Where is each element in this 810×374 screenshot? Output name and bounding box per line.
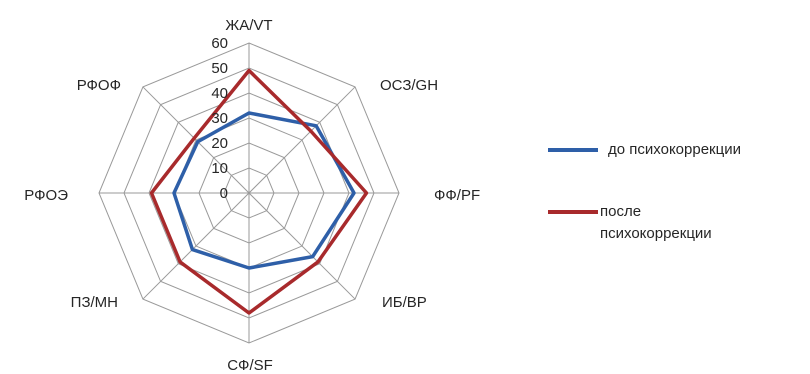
grid-spoke-4 <box>248 192 356 300</box>
grid-spoke-8 <box>142 86 250 194</box>
tick-label-60: 60 <box>211 35 228 52</box>
axis-label-6: ПЗ/MH <box>71 294 118 311</box>
tick-label-40: 40 <box>211 85 228 102</box>
legend-label-after-line1: после <box>600 203 642 220</box>
legend-label-after-line2: психокоррекции <box>600 225 712 242</box>
axis-label-8: РФОФ <box>77 77 121 94</box>
tick-label-30: 30 <box>211 110 228 127</box>
tick-label-50: 50 <box>211 60 228 77</box>
legend-label-before: до психокоррекции <box>608 141 741 158</box>
axis-label-7: РФОЭ <box>24 187 68 204</box>
grid-spoke-6 <box>142 192 250 300</box>
legend-swatch-after <box>548 210 598 214</box>
radar-axis-labels: ЖА/VT ОСЗ/GH ФФ/PF ИБ/BP СФ/SF ПЗ/MH РФОЭ РФОФ <box>24 17 480 374</box>
tick-label-10: 10 <box>211 160 228 177</box>
legend-swatch-before <box>548 148 598 152</box>
tick-label-20: 20 <box>211 135 228 152</box>
axis-label-1: ЖА/VT <box>225 17 272 34</box>
radar-tick-labels: 0 10 20 30 40 50 60 <box>211 35 228 202</box>
axis-label-2: ОСЗ/GH <box>380 77 438 94</box>
series-line-2 <box>149 68 369 315</box>
axis-label-4: ИБ/BP <box>382 294 427 311</box>
radar-series <box>149 68 369 315</box>
grid-spoke-2 <box>248 86 356 194</box>
axis-label-3: ФФ/PF <box>434 187 480 204</box>
radar-chart: 0 10 20 30 40 50 60 ЖА/VT ОСЗ/GH ФФ/PF ИБ/BP СФ/SF… <box>24 17 480 374</box>
tick-label-0: 0 <box>220 185 228 202</box>
series-line-1 <box>172 111 356 270</box>
axis-label-5: СФ/SF <box>227 357 273 374</box>
